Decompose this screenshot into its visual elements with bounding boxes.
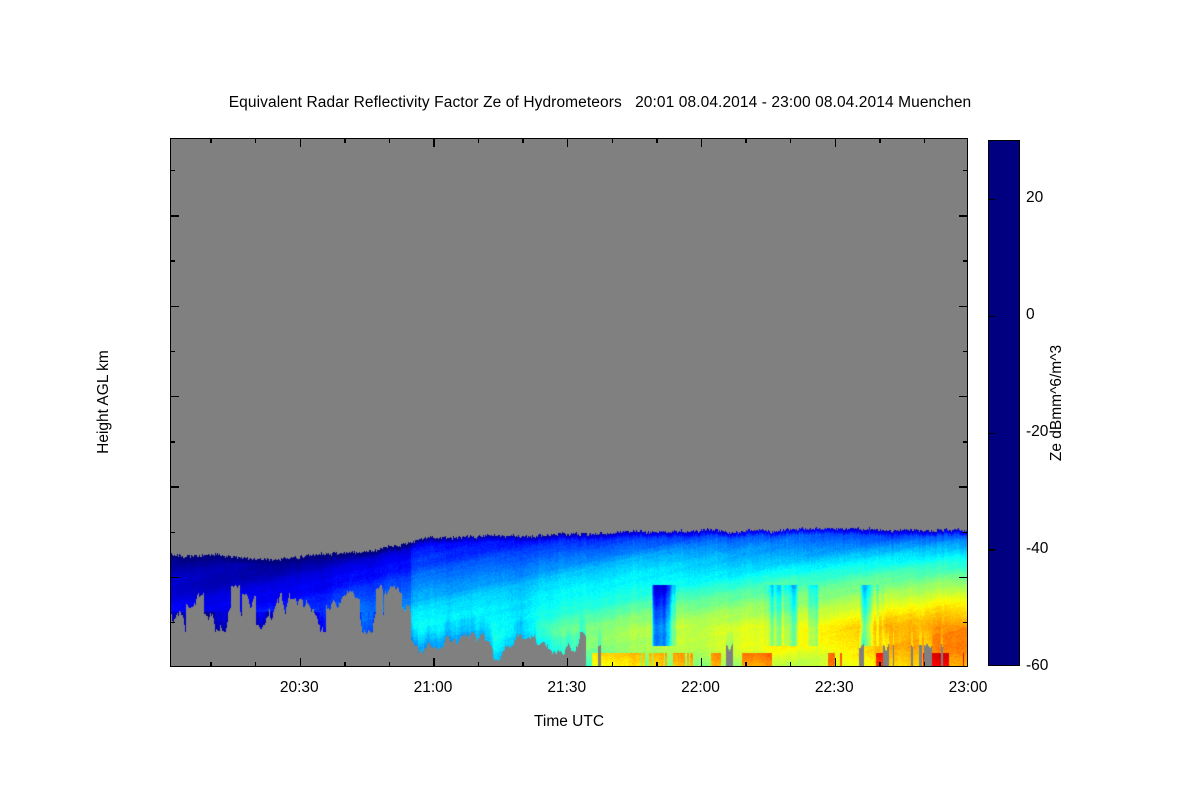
x-tick-mark — [611, 139, 614, 143]
x-tick-mark — [433, 139, 435, 147]
x-tick-mark — [477, 139, 480, 143]
colorbar-tick-label: -20 — [1026, 423, 1049, 441]
x-tick-mark — [344, 662, 346, 666]
y-tick-mark — [171, 622, 175, 624]
y-tick-mark — [963, 260, 967, 262]
y-tick-mark — [171, 169, 175, 172]
y-tick-mark — [963, 622, 967, 624]
y-tick-mark — [963, 441, 967, 443]
y-tick-mark — [959, 576, 967, 579]
y-tick-mark — [171, 531, 175, 534]
y-axis-title: Height AGL km — [95, 350, 112, 454]
y-tick-mark — [959, 396, 967, 398]
colorbar-tick-mark — [989, 432, 995, 434]
colorbar-tick-label: 20 — [1026, 189, 1044, 207]
x-tick-mark — [388, 662, 391, 666]
y-tick-mark — [171, 486, 179, 488]
x-tick-mark — [477, 662, 480, 666]
y-tick-mark — [959, 305, 967, 307]
x-tick-mark — [834, 139, 836, 147]
colorbar-gradient — [989, 141, 1019, 665]
x-tick-mark — [745, 139, 747, 143]
x-tick-mark — [210, 139, 212, 143]
y-tick-mark — [171, 350, 175, 353]
x-tick-mark — [611, 662, 614, 666]
y-tick-mark — [171, 396, 179, 398]
x-tick-mark — [656, 139, 658, 143]
colorbar-tick-mark — [989, 198, 995, 201]
x-tick-mark — [522, 662, 524, 666]
x-tick-mark — [388, 139, 391, 143]
x-axis-title: Time UTC — [533, 713, 605, 730]
x-tick-mark — [700, 139, 703, 147]
x-tick-label: 21:30 — [547, 679, 587, 696]
x-tick-mark — [567, 658, 569, 666]
x-tick-mark — [789, 662, 792, 666]
x-tick-mark — [923, 662, 926, 666]
x-tick-mark — [745, 662, 747, 666]
x-tick-label: 20:30 — [279, 679, 319, 696]
colorbar-tick-mark — [989, 315, 995, 318]
y-tick-mark — [171, 305, 179, 307]
colorbar-tick-label: -40 — [1026, 540, 1049, 558]
x-tick-mark — [255, 139, 257, 143]
y-tick-mark — [171, 576, 179, 579]
x-tick-mark — [433, 658, 435, 666]
x-tick-mark — [700, 658, 703, 666]
x-tick-mark — [923, 139, 926, 143]
y-tick-mark — [959, 215, 967, 217]
x-tick-mark — [834, 658, 836, 666]
colorbar-tick-mark — [989, 549, 995, 551]
x-tick-mark — [567, 139, 569, 147]
radar-heatmap-canvas — [171, 139, 967, 666]
x-tick-label: 21:00 — [413, 679, 453, 696]
colorbar — [988, 140, 1020, 666]
colorbar-tick-label: -60 — [1026, 657, 1049, 674]
y-tick-mark — [171, 215, 179, 217]
x-tick-mark — [879, 139, 881, 143]
x-tick-label: 22:30 — [814, 679, 854, 696]
y-tick-mark — [963, 169, 967, 172]
x-tick-mark — [344, 139, 346, 143]
y-tick-mark — [963, 350, 967, 353]
x-tick-label: 22:00 — [681, 679, 720, 696]
y-tick-mark — [171, 260, 175, 262]
x-tick-mark — [879, 662, 881, 666]
y-tick-mark — [959, 486, 967, 488]
x-tick-mark — [656, 662, 658, 666]
colorbar-tick-label: 0 — [1026, 306, 1035, 324]
x-tick-mark — [255, 662, 257, 666]
x-tick-mark — [299, 658, 301, 666]
colorbar-title: Ze dBmm^6/m^3 — [1048, 344, 1065, 462]
x-tick-mark — [210, 662, 212, 666]
y-tick-mark — [963, 531, 967, 534]
chart-title: Equivalent Radar Reflectivity Factor Ze … — [228, 94, 972, 111]
x-tick-label: 23:00 — [948, 679, 988, 696]
y-tick-mark — [171, 441, 175, 443]
plot-area — [170, 138, 968, 667]
x-tick-mark — [522, 139, 524, 143]
x-tick-mark — [789, 139, 792, 143]
x-tick-mark — [299, 139, 301, 147]
